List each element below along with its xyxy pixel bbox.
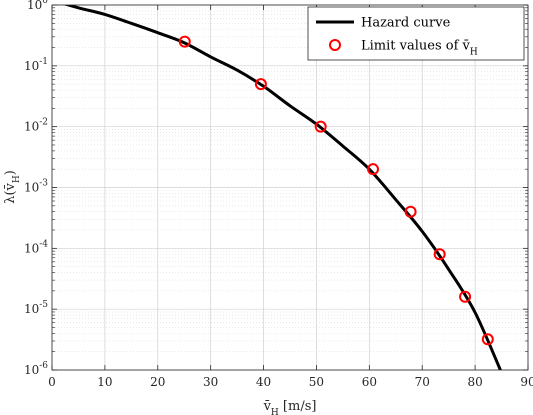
- y-tick-label-exponent: -3: [39, 179, 48, 189]
- y-tick-label-exponent: -2: [39, 118, 48, 128]
- y-tick-label-base: 10: [24, 241, 39, 255]
- legend-entry-hazard-curve: Hazard curve: [361, 16, 451, 31]
- y-tick-label-exponent: -5: [39, 300, 48, 310]
- tick-labels: 0 10 20 30 40 50 60 70 80 9010010-110-210-310-410…: [24, 0, 533, 389]
- legend: Hazard curve Limit values of v̄H: [307, 6, 525, 61]
- limit-value-marker: [178, 35, 191, 48]
- y-axis-label-main: λ(v̄: [3, 182, 18, 203]
- y-tick-label: 10-6: [24, 361, 48, 377]
- x-tick-label: 50: [309, 375, 324, 389]
- y-tick-label-base: 10: [27, 0, 42, 12]
- legend-entry-limit-values: Limit values of v̄H: [361, 39, 478, 58]
- limit-value-marker: [404, 205, 417, 218]
- y-axis-label: λ(v̄H): [3, 170, 22, 204]
- x-tick-label: 80: [467, 375, 482, 389]
- limit-value-marker: [481, 333, 494, 346]
- x-axis-label-main: v̄: [263, 399, 272, 414]
- x-tick-label: 10: [97, 375, 112, 389]
- x-tick-label: 90: [520, 375, 533, 389]
- y-tick-label-base: 10: [24, 181, 39, 195]
- y-tick-label-base: 10: [24, 302, 39, 316]
- y-tick-label-exponent: -1: [39, 57, 48, 67]
- limit-value-marker: [254, 78, 267, 91]
- y-tick-label-base: 10: [24, 363, 39, 377]
- x-tick-label: 0: [48, 375, 56, 389]
- y-tick-label-base: 10: [24, 120, 39, 134]
- x-tick-label: 30: [203, 375, 218, 389]
- x-axis-label: v̄H [m/s]: [263, 399, 317, 415]
- legend-marker-swatch: [329, 39, 341, 51]
- y-tick-label-base: 10: [24, 59, 39, 73]
- x-tick-label: 60: [362, 375, 377, 389]
- y-axis-label-close: ): [3, 170, 18, 175]
- x-axis-label-sub: H: [271, 408, 279, 415]
- x-tick-label: 40: [256, 375, 271, 389]
- hazard-curve-line: [63, 5, 503, 370]
- y-tick-label-exponent: 0: [42, 0, 48, 6]
- y-tick-label-exponent: -6: [39, 361, 48, 371]
- limit-value-marker: [314, 120, 327, 133]
- y-tick-label: 10-3: [24, 179, 48, 195]
- x-tick-label: 70: [415, 375, 430, 389]
- y-tick-label-exponent: -4: [39, 239, 48, 249]
- legend-entry-limit-values-sub: H: [470, 48, 478, 58]
- y-tick-label: 10-5: [24, 300, 48, 316]
- legend-box: [307, 6, 525, 61]
- y-tick-label: 10-1: [24, 57, 48, 73]
- x-axis-label-unit: [m/s]: [279, 399, 317, 414]
- series-layer: [63, 5, 503, 370]
- limit-value-marker: [433, 248, 446, 261]
- y-tick-label: 10-4: [24, 239, 48, 255]
- y-tick-label: 100: [27, 0, 48, 12]
- y-axis-label-sub: H: [12, 175, 22, 183]
- x-tick-label: 20: [150, 375, 165, 389]
- legend-entry-limit-values-main: Limit values of v̄: [361, 39, 471, 54]
- y-tick-label: 10-2: [24, 118, 48, 134]
- limit-value-marker: [459, 290, 472, 303]
- limit-value-marker: [367, 163, 380, 176]
